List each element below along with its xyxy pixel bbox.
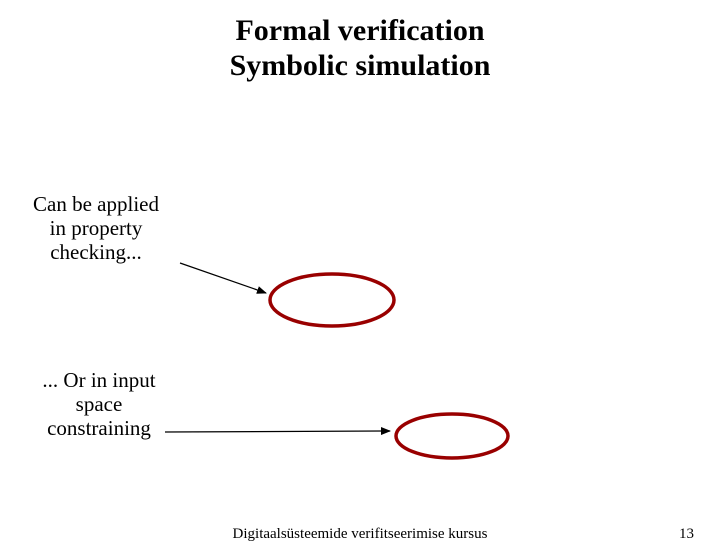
text-block-input-space: ... Or in input space constraining <box>24 368 174 440</box>
ellipse-input-space <box>396 414 508 458</box>
text1-line2: in property <box>16 216 176 240</box>
footer-page-number: 13 <box>679 526 694 543</box>
title-line-2: Symbolic simulation <box>0 49 720 84</box>
text1-line1: Can be applied <box>16 192 176 216</box>
text-block-property-checking: Can be applied in property checking... <box>16 192 176 264</box>
slide-title: Formal verification Symbolic simulation <box>0 14 720 83</box>
footer-course-name: Digitaalsüsteemide verifitseerimise kurs… <box>0 526 720 543</box>
title-line-1: Formal verification <box>0 14 720 49</box>
text1-line3: checking... <box>16 240 176 264</box>
text2-line1: ... Or in input <box>24 368 174 392</box>
text2-line2: space <box>24 392 174 416</box>
text2-line3: constraining <box>24 416 174 440</box>
ellipse-property-checking <box>270 274 394 326</box>
arrow-to-ellipse-1 <box>180 263 266 293</box>
arrow-to-ellipse-2 <box>165 431 390 432</box>
